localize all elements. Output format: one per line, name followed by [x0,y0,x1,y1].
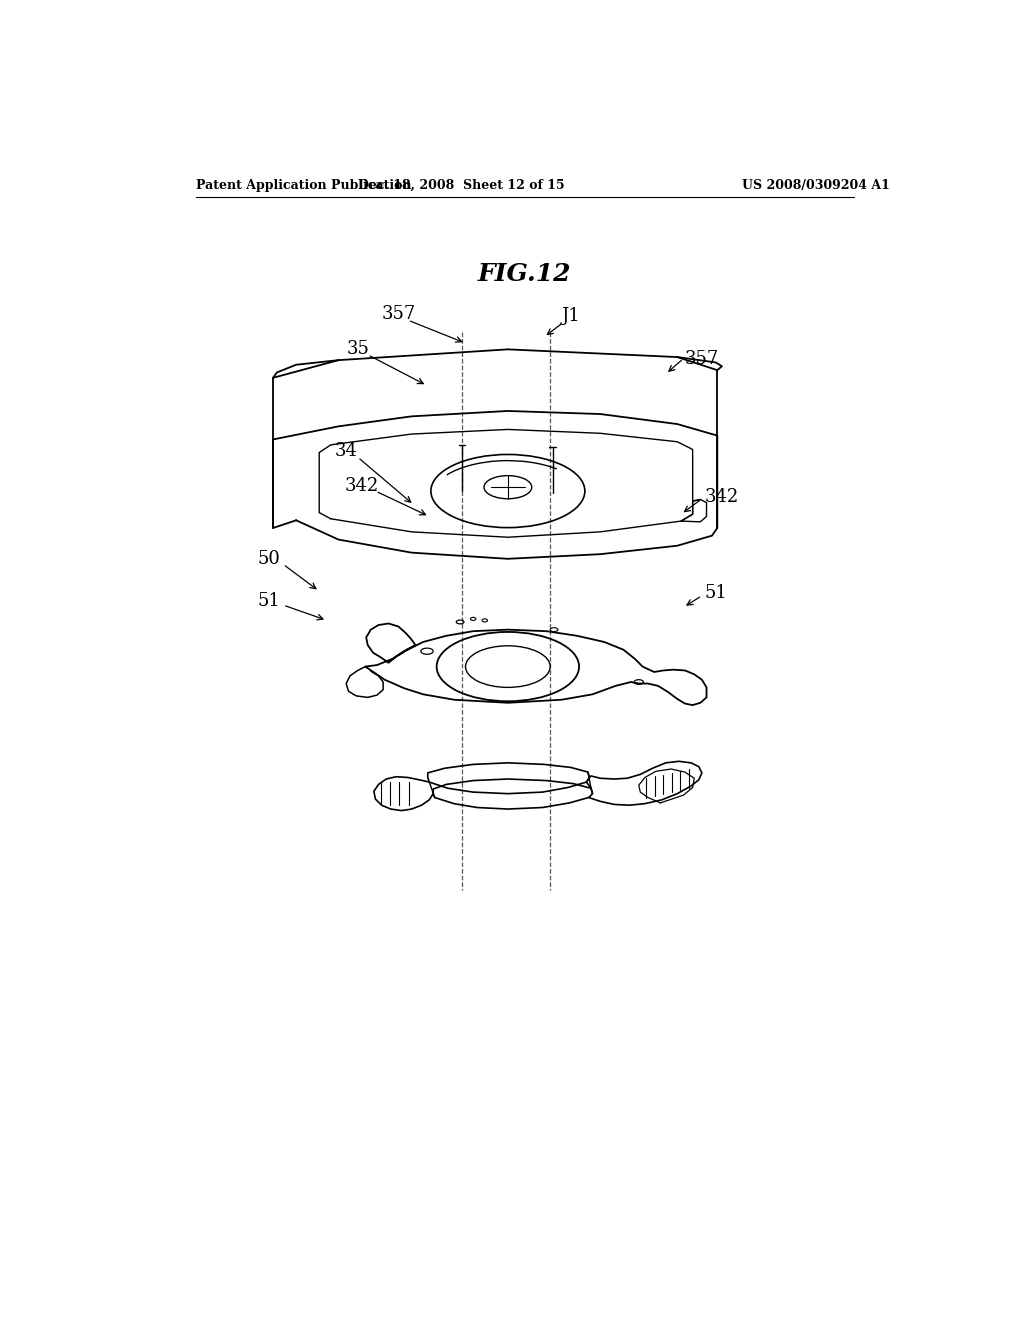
Text: 50: 50 [258,550,281,568]
Text: FIG.12: FIG.12 [478,261,571,286]
Text: J1: J1 [561,308,581,325]
Text: US 2008/0309204 A1: US 2008/0309204 A1 [742,178,890,191]
Text: 342: 342 [705,488,738,506]
Text: 51: 51 [258,593,281,610]
Text: 35: 35 [346,341,369,358]
Text: 51: 51 [705,585,727,602]
Text: Patent Application Publication: Patent Application Publication [196,178,412,191]
Text: 34: 34 [335,442,357,459]
Text: 357: 357 [381,305,416,323]
Text: 342: 342 [344,477,379,495]
Text: 357: 357 [685,350,719,367]
Text: Dec. 18, 2008  Sheet 12 of 15: Dec. 18, 2008 Sheet 12 of 15 [358,178,565,191]
